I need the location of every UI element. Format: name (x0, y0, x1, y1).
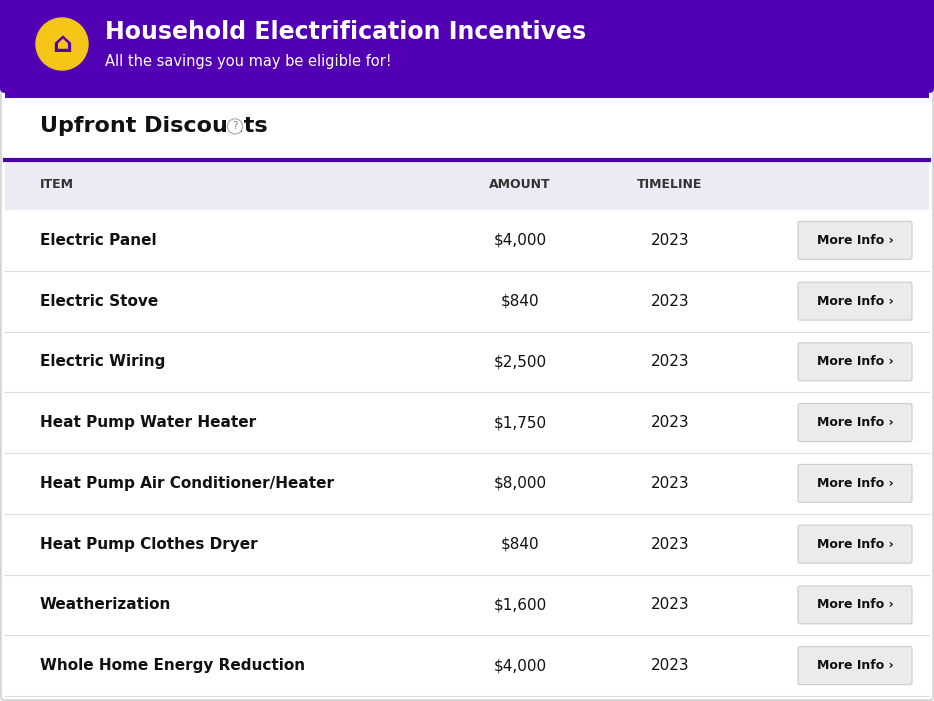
FancyBboxPatch shape (5, 453, 929, 514)
FancyBboxPatch shape (798, 646, 912, 685)
Circle shape (36, 18, 88, 70)
FancyBboxPatch shape (798, 222, 912, 259)
Text: 2023: 2023 (651, 476, 689, 491)
Text: All the savings you may be eligible for!: All the savings you may be eligible for! (105, 54, 391, 69)
Text: More Info ›: More Info › (816, 599, 894, 611)
Text: ⌂: ⌂ (52, 30, 72, 58)
FancyBboxPatch shape (798, 464, 912, 503)
FancyBboxPatch shape (5, 271, 929, 332)
FancyBboxPatch shape (5, 83, 929, 98)
Text: More Info ›: More Info › (816, 416, 894, 429)
Text: AMOUNT: AMOUNT (489, 179, 551, 191)
FancyBboxPatch shape (798, 586, 912, 624)
Text: 2023: 2023 (651, 233, 689, 248)
Text: TIMELINE: TIMELINE (637, 179, 702, 191)
Text: More Info ›: More Info › (816, 659, 894, 672)
Text: More Info ›: More Info › (816, 355, 894, 368)
FancyBboxPatch shape (5, 210, 929, 271)
Text: ITEM: ITEM (40, 179, 74, 191)
Text: Heat Pump Water Heater: Heat Pump Water Heater (40, 415, 256, 430)
FancyBboxPatch shape (798, 343, 912, 381)
FancyBboxPatch shape (5, 575, 929, 635)
Text: Electric Stove: Electric Stove (40, 294, 158, 308)
Text: 2023: 2023 (651, 537, 689, 552)
FancyBboxPatch shape (798, 404, 912, 442)
Text: 2023: 2023 (651, 415, 689, 430)
Text: More Info ›: More Info › (816, 294, 894, 308)
FancyBboxPatch shape (5, 332, 929, 393)
Text: Heat Pump Clothes Dryer: Heat Pump Clothes Dryer (40, 537, 258, 552)
Text: More Info ›: More Info › (816, 477, 894, 490)
Text: $840: $840 (501, 537, 539, 552)
Text: Household Electrification Incentives: Household Electrification Incentives (105, 20, 587, 43)
Text: Weatherization: Weatherization (40, 597, 171, 613)
Text: Heat Pump Air Conditioner/Heater: Heat Pump Air Conditioner/Heater (40, 476, 334, 491)
Text: 2023: 2023 (651, 355, 689, 369)
FancyBboxPatch shape (0, 0, 934, 93)
Text: 2023: 2023 (651, 294, 689, 308)
Text: More Info ›: More Info › (816, 538, 894, 550)
Text: $8,000: $8,000 (493, 476, 546, 491)
FancyBboxPatch shape (5, 160, 929, 210)
Text: $1,750: $1,750 (493, 415, 546, 430)
Text: $4,000: $4,000 (493, 658, 546, 673)
Text: Electric Panel: Electric Panel (40, 233, 157, 248)
Text: Upfront Discounts: Upfront Discounts (40, 116, 268, 137)
FancyBboxPatch shape (798, 525, 912, 563)
Text: ?: ? (233, 121, 238, 131)
Text: Electric Wiring: Electric Wiring (40, 355, 165, 369)
FancyBboxPatch shape (5, 393, 929, 453)
Text: 2023: 2023 (651, 658, 689, 673)
Text: $840: $840 (501, 294, 539, 308)
Text: More Info ›: More Info › (816, 234, 894, 247)
FancyBboxPatch shape (5, 635, 929, 696)
Text: $4,000: $4,000 (493, 233, 546, 248)
Text: $1,600: $1,600 (493, 597, 546, 613)
Text: $2,500: $2,500 (493, 355, 546, 369)
FancyBboxPatch shape (5, 514, 929, 575)
Text: 2023: 2023 (651, 597, 689, 613)
FancyBboxPatch shape (798, 282, 912, 320)
Text: Whole Home Energy Reduction: Whole Home Energy Reduction (40, 658, 305, 673)
